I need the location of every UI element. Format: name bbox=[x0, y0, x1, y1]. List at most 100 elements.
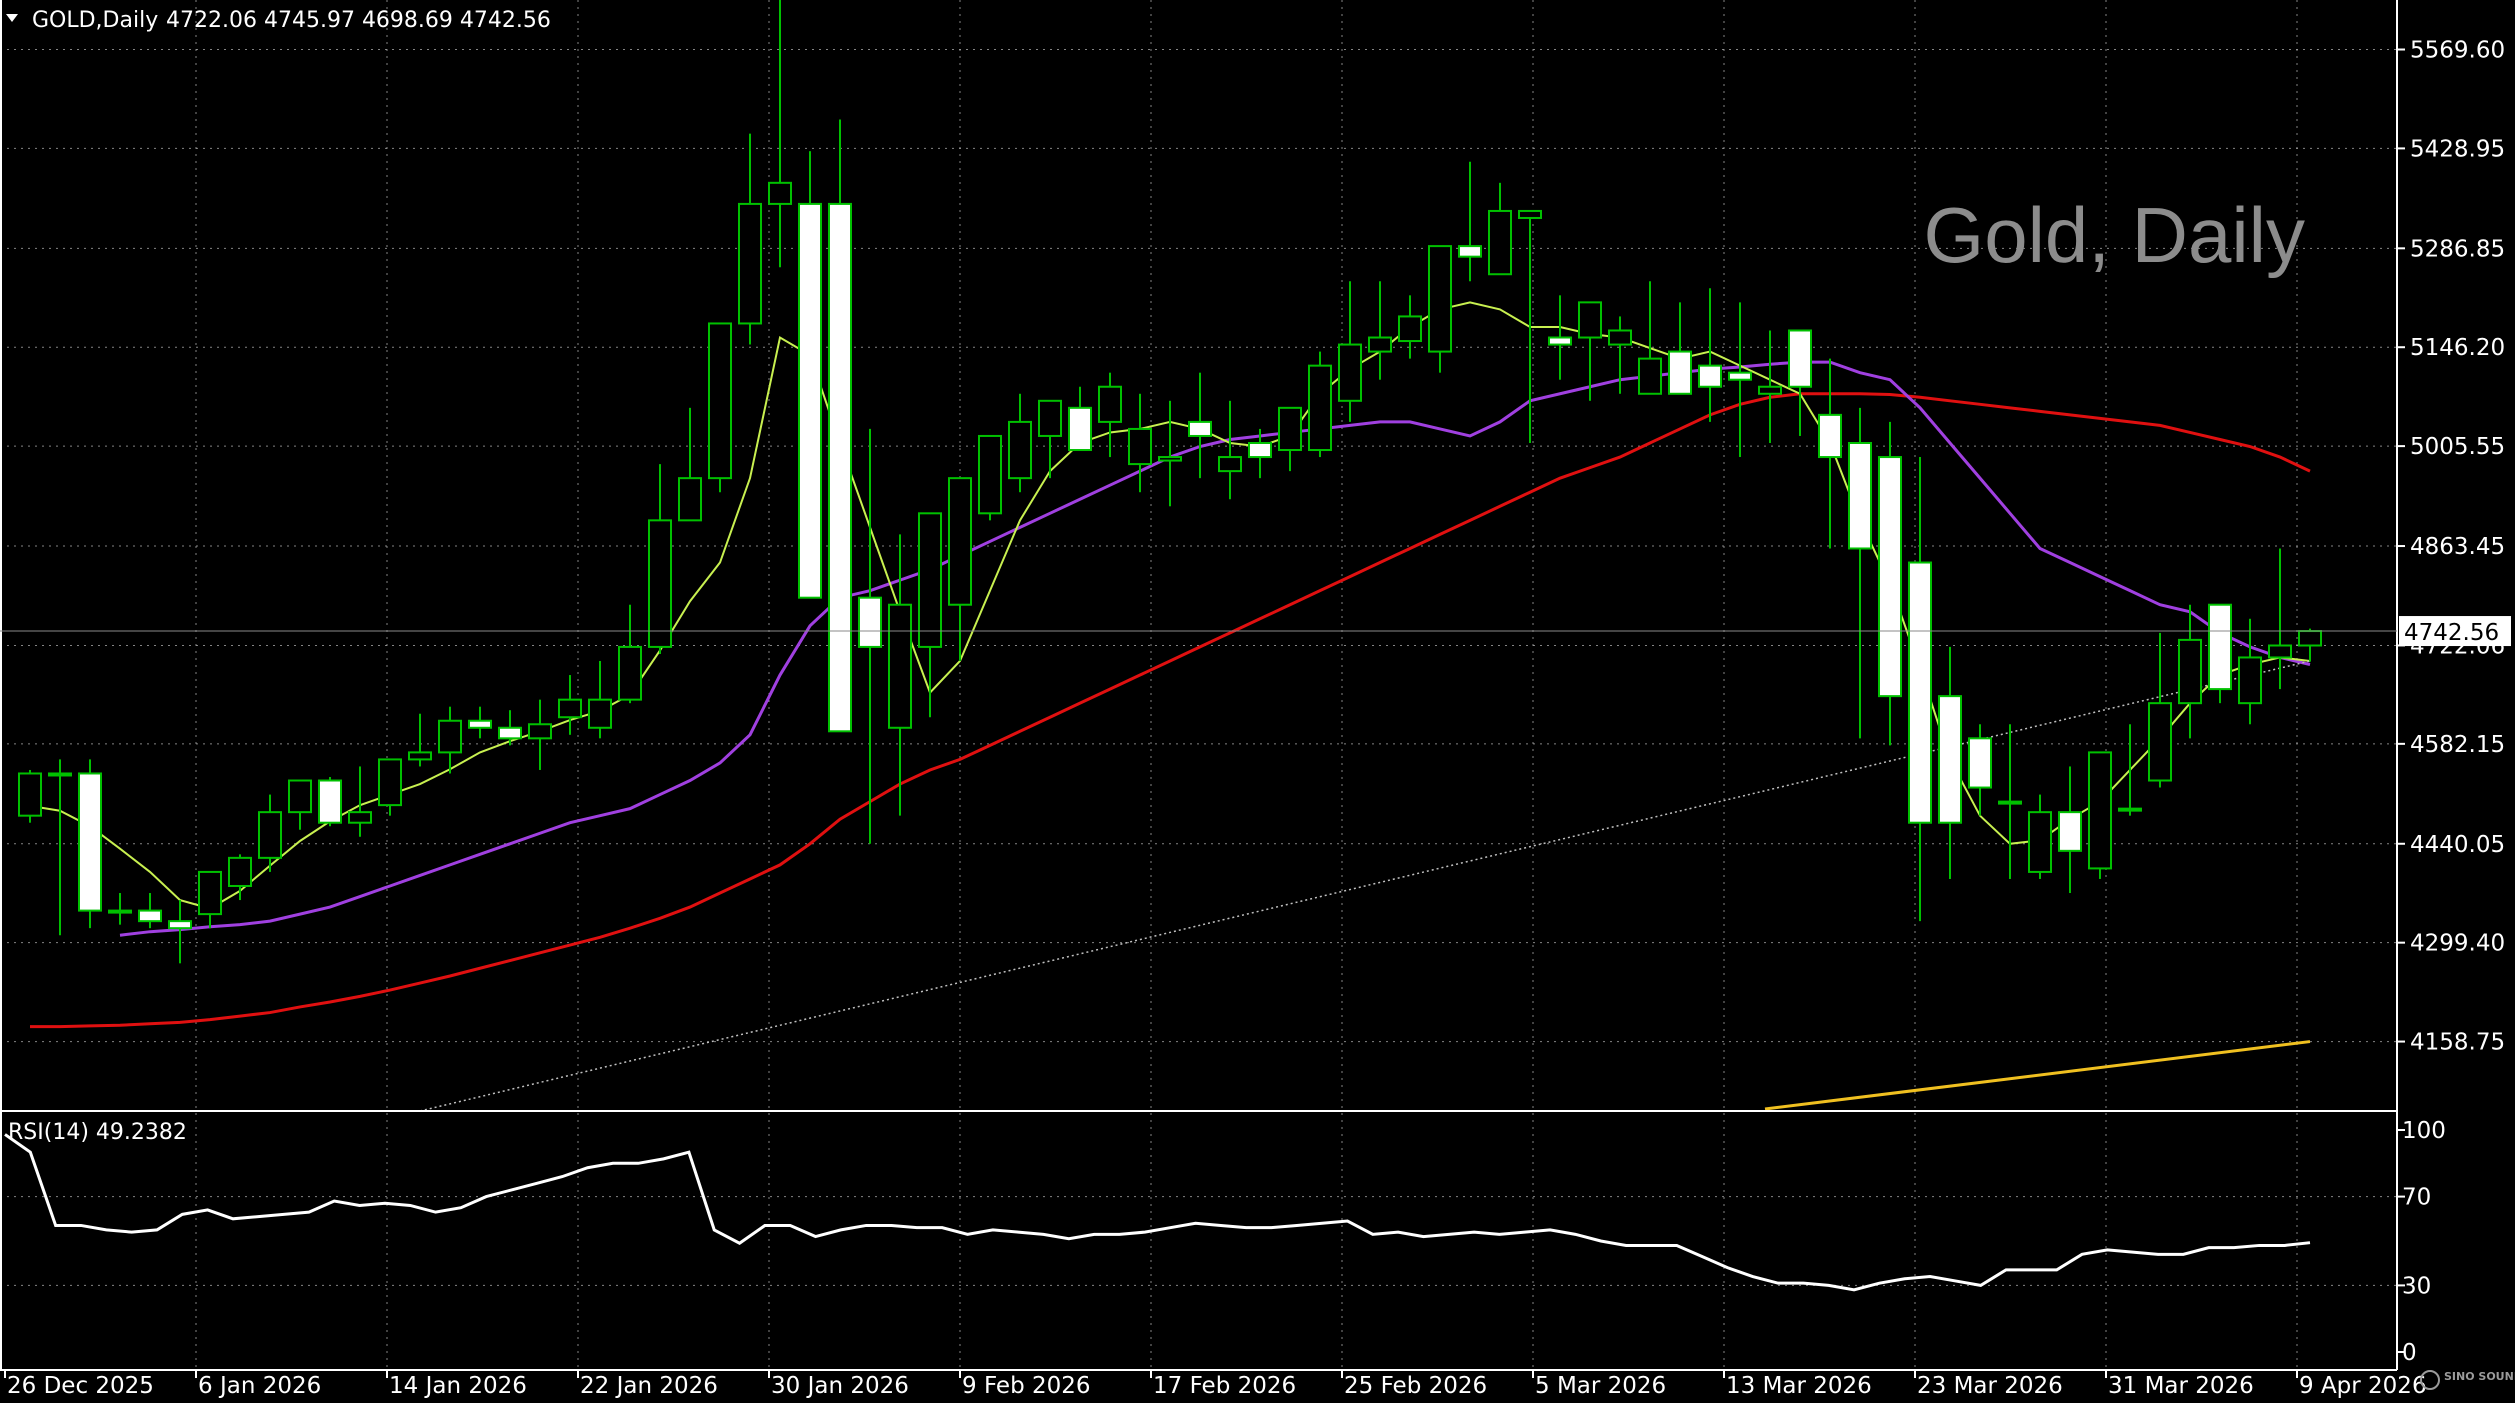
candle-body bbox=[258, 811, 282, 859]
candle-body bbox=[2118, 807, 2142, 812]
candle-body bbox=[618, 645, 642, 701]
symbol-label: GOLD,Daily bbox=[32, 8, 158, 33]
candle-body bbox=[828, 202, 852, 733]
candle-body bbox=[1098, 385, 1122, 423]
candle bbox=[798, 151, 822, 599]
candle-body bbox=[1848, 441, 1872, 550]
candle bbox=[78, 759, 102, 929]
candle-body bbox=[1878, 456, 1902, 698]
ma-mid-line bbox=[119, 360, 2311, 937]
candle-body bbox=[798, 202, 822, 599]
time-tick-label: 31 Mar 2026 bbox=[2108, 1373, 2254, 1399]
time-tick-label: 26 Dec 2025 bbox=[7, 1373, 154, 1399]
logo-text: SINO SOUND bbox=[2444, 1370, 2515, 1383]
dropdown-triangle-icon[interactable] bbox=[6, 14, 18, 22]
candle bbox=[138, 893, 162, 929]
candle bbox=[438, 706, 462, 774]
candle-body bbox=[168, 920, 192, 930]
candle bbox=[2058, 766, 2082, 894]
ohlc-values: 4722.06 4745.97 4698.69 4742.56 bbox=[166, 8, 551, 33]
rsi-line bbox=[4, 1133, 2311, 1292]
candle bbox=[48, 759, 72, 936]
candle-body bbox=[1908, 561, 1932, 824]
candle bbox=[1848, 407, 1872, 739]
price-tick-label: 4440.05 bbox=[2410, 832, 2505, 858]
candle-body bbox=[1038, 399, 1062, 437]
candle bbox=[408, 713, 432, 767]
candle bbox=[1938, 646, 1962, 879]
candle-body bbox=[1998, 800, 2022, 805]
candle-body bbox=[918, 512, 942, 648]
price-tick-label: 4582.15 bbox=[2410, 732, 2505, 758]
price-tick-label: 5146.20 bbox=[2410, 335, 2505, 361]
candle bbox=[1038, 399, 1062, 479]
candle bbox=[828, 119, 852, 733]
candle bbox=[348, 766, 372, 837]
candle bbox=[558, 675, 582, 735]
time-tick-label: 14 Jan 2026 bbox=[389, 1373, 527, 1399]
candle-body bbox=[948, 477, 972, 606]
grid bbox=[0, 0, 2397, 1370]
candle-body bbox=[18, 772, 42, 817]
candle-body bbox=[378, 758, 402, 807]
candle-body bbox=[1338, 343, 1362, 402]
candle bbox=[288, 779, 312, 830]
sino-sound-logo: SINO SOUND bbox=[2420, 1370, 2515, 1390]
candle bbox=[2118, 724, 2142, 816]
price-tick-label: 5428.95 bbox=[2410, 136, 2505, 162]
candle bbox=[2268, 548, 2292, 690]
price-tick-label: 4863.45 bbox=[2410, 534, 2505, 560]
candle bbox=[918, 512, 942, 718]
candle bbox=[1638, 281, 1662, 395]
candle bbox=[2178, 604, 2202, 739]
candle bbox=[1968, 724, 1992, 816]
candle-body bbox=[858, 596, 882, 648]
price-tick-label: 4158.75 bbox=[2410, 1030, 2505, 1056]
time-tick-label: 13 Mar 2026 bbox=[1726, 1373, 1872, 1399]
candle bbox=[588, 660, 612, 739]
candle-body bbox=[1128, 427, 1152, 466]
candle bbox=[198, 870, 222, 929]
candle bbox=[2148, 632, 2172, 788]
candle-body bbox=[1488, 209, 1512, 276]
candle-body bbox=[2178, 638, 2202, 705]
time-tick-label: 30 Jan 2026 bbox=[771, 1373, 909, 1399]
candle-body bbox=[288, 779, 312, 814]
candle bbox=[1428, 245, 1452, 373]
candle-body bbox=[2088, 751, 2112, 870]
candle bbox=[108, 893, 132, 925]
candle bbox=[648, 464, 672, 654]
candle bbox=[2238, 618, 2262, 725]
candle-body bbox=[498, 726, 522, 740]
candle bbox=[1488, 182, 1512, 276]
candle bbox=[1098, 372, 1122, 458]
candle bbox=[678, 407, 702, 522]
candle-body bbox=[1758, 385, 1782, 395]
price-tick-label: 4299.40 bbox=[2410, 931, 2505, 957]
ma-slow-line bbox=[30, 392, 2311, 1029]
current-price-box bbox=[2399, 616, 2511, 647]
candle-body bbox=[438, 719, 462, 754]
price-tick-label: 5005.55 bbox=[2410, 434, 2505, 460]
candle bbox=[1008, 393, 1032, 493]
candle bbox=[378, 758, 402, 816]
candle-body bbox=[1368, 336, 1392, 353]
candle bbox=[768, 0, 792, 268]
candle-body bbox=[1548, 336, 1572, 346]
candle-body bbox=[1938, 695, 1962, 824]
candle bbox=[2208, 603, 2232, 704]
candle-body bbox=[1818, 413, 1842, 459]
candle bbox=[1818, 358, 1842, 549]
time-tick-label: 22 Jan 2026 bbox=[580, 1373, 718, 1399]
candle bbox=[1278, 406, 1302, 472]
candle bbox=[498, 710, 522, 746]
candle-body bbox=[528, 723, 552, 740]
candle bbox=[1608, 316, 1632, 394]
candle-body bbox=[768, 181, 792, 205]
candle-body bbox=[2208, 603, 2232, 691]
candle bbox=[618, 604, 642, 704]
candle-body bbox=[1158, 456, 1182, 462]
